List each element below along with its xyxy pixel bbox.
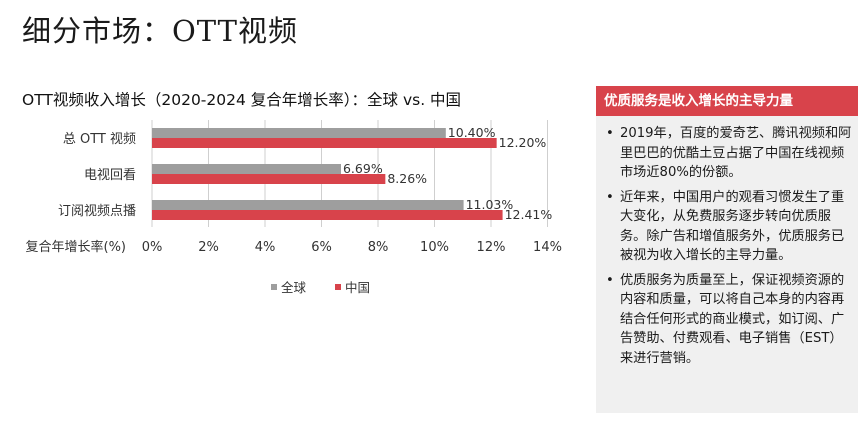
bar xyxy=(152,138,497,148)
legend-label: 全球 xyxy=(281,280,307,295)
chart-title: OTT视频收入增长（2020-2024 复合年增长率）：全球 vs. 中国 xyxy=(22,91,462,109)
sidebar-bullet-list: • 2019年，百度的爱奇艺、腾讯视频和阿里巴巴的优酷土豆占据了中国在线视频市场… xyxy=(596,124,858,368)
data-label: 6.69% xyxy=(343,161,383,176)
bullet-icon: • xyxy=(606,189,614,205)
sidebar-bullet: • 近年来，中国用户的观看习惯发生了重大变化，从免费服务逐步转向优质服务。除广告… xyxy=(606,188,852,266)
bar xyxy=(152,200,464,210)
bullet-icon: • xyxy=(606,272,614,288)
bullet-text: 2019年，百度的爱奇艺、腾讯视频和阿里巴巴的优酷土豆占据了中国在线视频市场近8… xyxy=(620,126,852,180)
x-tick-label: 12% xyxy=(477,240,506,255)
category-label: 总 OTT 视频 xyxy=(63,132,136,147)
x-tick-label: 6% xyxy=(311,240,332,255)
sidebar-bullet: • 2019年，百度的爱奇艺、腾讯视频和阿里巴巴的优酷土豆占据了中国在线视频市场… xyxy=(606,124,852,183)
x-tick-label: 14% xyxy=(533,240,562,255)
page-title: 细分市场：OTT视频 xyxy=(22,14,298,48)
sidebar-bullet: • 优质服务为质量至上，保证视频资源的内容和质量，可以将自己本身的内容再结合任何… xyxy=(606,271,852,369)
legend-label: 中国 xyxy=(345,280,370,295)
x-tick-label: 0% xyxy=(142,240,163,255)
category-label: 订阅视频点播 xyxy=(58,204,136,219)
legend-swatch xyxy=(271,284,277,290)
sidebar-panel: 优质服务是收入增长的主导力量 • 2019年，百度的爱奇艺、腾讯视频和阿里巴巴的… xyxy=(596,86,858,413)
bar xyxy=(152,128,446,138)
x-tick-label: 8% xyxy=(368,240,389,255)
x-tick-label: 2% xyxy=(198,240,219,255)
bullet-text: 近年来，中国用户的观看习惯发生了重大变化，从免费服务逐步转向优质服务。除广告和增… xyxy=(620,189,845,264)
sidebar-title: 优质服务是收入增长的主导力量 xyxy=(596,86,858,116)
bar xyxy=(152,174,386,184)
data-label: 11.03% xyxy=(466,197,514,212)
data-label: 12.20% xyxy=(499,135,547,150)
data-label: 10.40% xyxy=(448,125,496,140)
bar xyxy=(152,164,341,174)
legend-swatch xyxy=(335,284,341,290)
x-tick-label: 10% xyxy=(420,240,449,255)
bullet-icon: • xyxy=(606,126,614,141)
bullet-text: 优质服务为质量至上，保证视频资源的内容和质量，可以将自己本身的内容再结合任何形式… xyxy=(620,272,845,366)
data-label: 12.41% xyxy=(505,207,553,222)
category-label: 电视回看 xyxy=(84,167,136,183)
x-axis-label: 复合年增长率(%) xyxy=(26,239,127,255)
data-label: 8.26% xyxy=(387,171,427,186)
ott-growth-bar-chart: 总 OTT 视频 10.40%12.20% 电视回看 6.69% 8.26% 订阅视频点播… xyxy=(26,120,562,295)
x-tick-label: 4% xyxy=(255,240,276,255)
bar xyxy=(152,210,503,220)
